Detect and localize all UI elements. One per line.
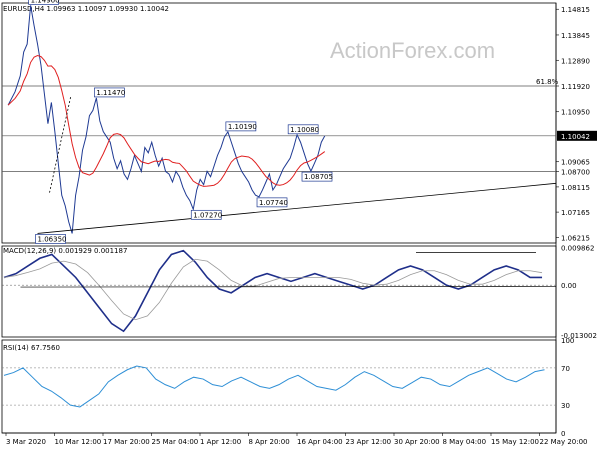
price-tick-label: 1.06215 xyxy=(561,234,590,242)
watermark: ActionForex.com xyxy=(330,38,495,63)
x-tick-label: 25 Mar 04:00 xyxy=(152,438,199,446)
price-tick-label: 1.12890 xyxy=(561,57,590,65)
fib-label: 61.8% xyxy=(536,78,559,86)
rsi-panel-title: RSI(14) 67.7560 xyxy=(3,344,60,352)
dashed-trendline xyxy=(49,97,72,193)
current-price-label: 1.10042 xyxy=(561,133,590,141)
panel-border-2 xyxy=(1,339,557,434)
x-tick-label: 30 Apr 20:00 xyxy=(394,438,440,446)
panel-border-1 xyxy=(1,245,557,338)
price-annotation-label: 1.07740 xyxy=(259,199,288,207)
price-annotation-box xyxy=(94,87,125,98)
macd-line xyxy=(3,249,543,333)
y-axis-labels: 1.14815 1.13845 1.12890 1.11920 1.10950 1.100… xyxy=(556,6,597,438)
price-annotation-label: 1.06350 xyxy=(38,235,67,243)
macd-tick-label: 0.009862 xyxy=(561,244,594,252)
price-line xyxy=(7,5,326,234)
price-annotation-label: 1.10080 xyxy=(290,126,319,134)
price-annotation-label: 1.11470 xyxy=(96,89,125,97)
rsi-tick-label: 30 xyxy=(561,402,570,410)
price-annotation-box xyxy=(225,121,257,132)
support-trendline xyxy=(37,182,557,234)
price-tick-label: 1.07165 xyxy=(561,209,590,217)
x-tick-label: 15 May 12:00 xyxy=(491,438,539,446)
x-tick-label: 10 Mar 12:00 xyxy=(55,438,102,446)
x-tick-label: 1 Apr 12:00 xyxy=(200,438,241,446)
price-annotation-box xyxy=(35,234,66,244)
x-tick-label: 23 Apr 12:00 xyxy=(346,438,392,446)
macd-tick-label: -0.013002 xyxy=(561,332,597,340)
macd-tick-label: 0.00 xyxy=(561,282,577,290)
price-tick-label: 1.10950 xyxy=(561,109,590,117)
grid-lines: 61.8% xyxy=(2,78,559,172)
x-tick-label: 22 May 20:00 xyxy=(540,438,588,446)
macd-panel-title: MACD(12,26,9) 0.001929 0.001187 xyxy=(3,247,127,255)
chart-frame xyxy=(1,2,557,434)
price-tick-label: 1.13845 xyxy=(561,32,590,40)
price-tick-label: 1.08115 xyxy=(561,184,590,192)
price-annotation-box xyxy=(28,0,59,5)
current-price-badge xyxy=(557,130,597,141)
price-annotation-label: 1.08705 xyxy=(304,173,333,181)
price-annotation-label: 1.14960 xyxy=(31,0,60,4)
price-tick-label: 1.14815 xyxy=(561,6,590,14)
price-annotation-label: 1.07270 xyxy=(193,211,222,219)
price-annotation-box xyxy=(301,171,333,182)
price-panel-title: EURUSD,H4 1.09963 1.10097 1.09930 1.1004… xyxy=(3,5,169,13)
price-annotations: 1.14960 1.11470 1.06350 1.10190 1.07270 1.077… xyxy=(28,0,333,244)
price-tick-label: 1.08700 xyxy=(561,168,590,176)
x-tick-label: 3 Mar 2020 xyxy=(6,438,46,446)
macd-series xyxy=(2,249,557,333)
macd-trendline xyxy=(20,285,557,288)
rsi-tick-label: 100 xyxy=(561,337,574,345)
x-tick-label: 16 Apr 04:00 xyxy=(297,438,343,446)
x-tick-label: 8 May 04:00 xyxy=(443,438,487,446)
price-annotation-label: 1.10190 xyxy=(228,123,257,131)
price-tick-label: 1.09065 xyxy=(561,159,590,167)
price-annotation-box xyxy=(256,197,288,208)
price-annotation-box xyxy=(287,124,319,135)
price-tick-label: 1.11920 xyxy=(561,83,590,91)
price-series xyxy=(7,5,557,234)
macd-signal-line xyxy=(3,258,543,321)
rsi-line xyxy=(3,365,545,408)
x-tick-label: 8 Apr 20:00 xyxy=(249,438,290,446)
price-annotation-box xyxy=(190,209,222,220)
moving-average-line xyxy=(7,54,326,187)
x-axis-labels: 3 Mar 2020 10 Mar 12:00 17 Mar 20:00 25 Mar… xyxy=(5,433,588,446)
rsi-series xyxy=(2,365,556,408)
rsi-tick-label: 0 xyxy=(561,430,565,438)
rsi-tick-label: 70 xyxy=(561,365,570,373)
x-tick-label: 17 Mar 20:00 xyxy=(103,438,150,446)
